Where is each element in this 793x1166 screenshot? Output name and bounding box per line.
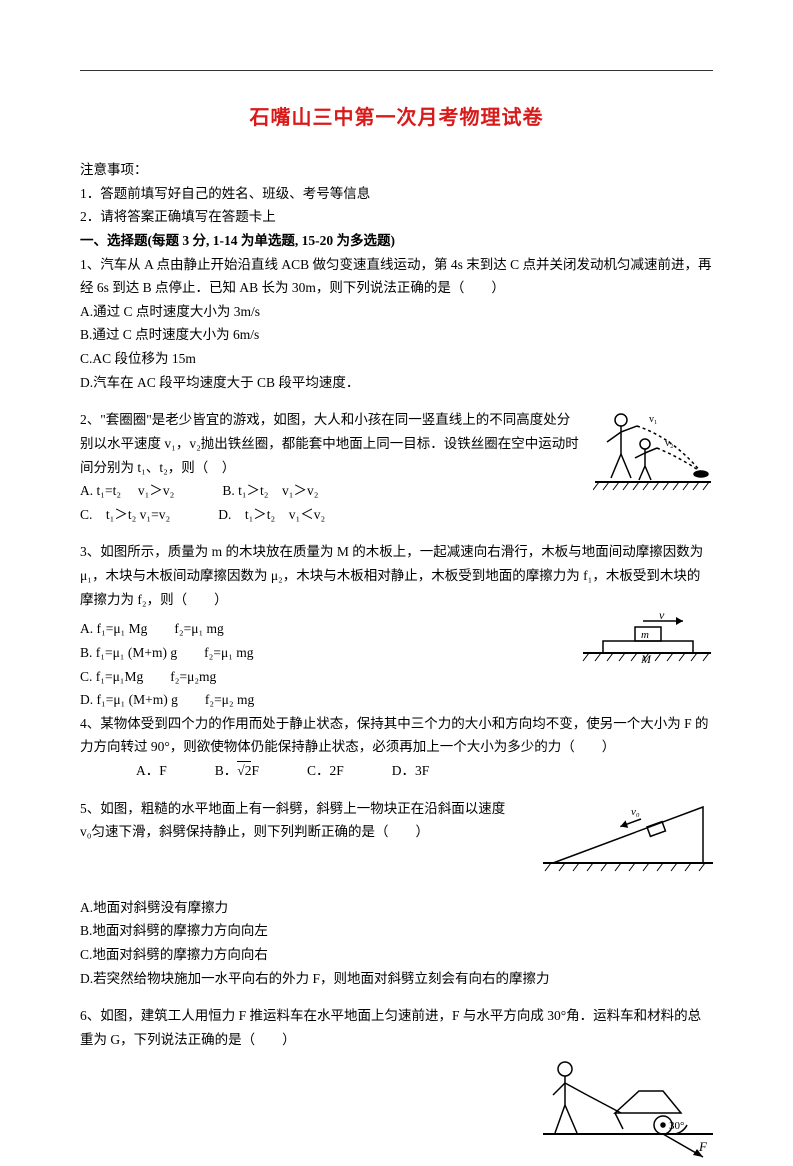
q1-opt-c: C.AC 段位移为 15m — [80, 347, 713, 371]
force-label: F — [698, 1139, 708, 1154]
q4-opt-c: C．2F — [307, 759, 344, 783]
q6-figure-wrap: 30° F — [80, 1051, 713, 1166]
q5-opt-d: D.若突然给物块施加一水平向右的外力 F，则地面对斜劈立刻会有向右的摩擦力 — [80, 967, 713, 991]
angle-label: 30° — [669, 1120, 684, 1132]
svg-text:v₂: v₂ — [665, 438, 674, 449]
q1-opt-b: B.通过 C 点时速度大小为 6m/s — [80, 323, 713, 347]
q5-opt-a: A.地面对斜劈没有摩擦力 — [80, 896, 713, 920]
exam-title: 石嘴山三中第一次月考物理试卷 — [80, 101, 713, 130]
q4-stem: 4、某物体受到四个力的作用而处于静止状态，保持其中三个力的大小和方向均不变，使另… — [80, 712, 713, 759]
q2-opts-row1: A. t₁=t₂ v₁＞v₂ B. t₁＞t₂ v₁＞v₂ — [80, 479, 583, 503]
q1-stem: 1、汽车从 A 点由静止开始沿直线 ACB 做匀变速直线运动，第 4s 末到达 … — [80, 253, 713, 300]
block-on-board-icon: v m M — [563, 613, 713, 668]
q5-opt-b: B.地面对斜劈的摩擦力方向向左 — [80, 919, 713, 943]
q4-opts: A．F B．√2F C．2F D．3F — [80, 759, 713, 783]
q5-figure: v₀ — [543, 797, 713, 882]
q2-opts-row2: C. t₁＞t₂ v₁=v₂ D. t₁＞t₂ v₁＜v₂ — [80, 503, 583, 527]
svg-text:M: M — [640, 652, 652, 666]
q4-opt-b: B．√2F — [215, 759, 259, 783]
notes-line-2: 2．请将答案正确填写在答题卡上 — [80, 205, 713, 229]
svg-text:m: m — [641, 629, 649, 641]
notes-head: 注意事项： — [80, 158, 713, 182]
svg-text:v: v — [659, 613, 665, 622]
top-rule — [80, 70, 713, 71]
wedge-icon: v₀ — [543, 797, 713, 877]
worker-cart-icon: 30° F — [543, 1051, 713, 1161]
q5-opt-c: C.地面对斜劈的摩擦力方向向右 — [80, 943, 713, 967]
q6-stem: 6、如图，建筑工人用恒力 F 推运料车在水平地面上匀速前进，F 与水平方向成 3… — [80, 1004, 713, 1051]
q1-opt-a: A.通过 C 点时速度大小为 3m/s — [80, 300, 713, 324]
q1-opt-d: D.汽车在 AC 段平均速度大于 CB 段平均速度． — [80, 371, 713, 395]
q3-opt-d: D. f₁=μ₁ (M+m) g f₂=μ₂ mg — [80, 688, 713, 712]
ring-toss-icon: v₁ v₂ — [593, 408, 713, 498]
notes-line-1: 1．答题前填写好自己的姓名、班级、考号等信息 — [80, 182, 713, 206]
q4-opt-a: A．F — [136, 759, 167, 783]
q2-opt-b: B. t₁＞t₂ v₁＞v₂ — [222, 479, 318, 503]
q2-opt-d: D. t₁＞t₂ v₁＜v₂ — [218, 503, 325, 527]
q4-opt-d: D．3F — [392, 759, 430, 783]
q3-figure: v m M — [563, 613, 713, 673]
q2-opt-a: A. t₁=t₂ v₁＞v₂ — [80, 479, 174, 503]
exam-page: 石嘴山三中第一次月考物理试卷 注意事项： 1．答题前填写好自己的姓名、班级、考号… — [0, 0, 793, 1122]
svg-text:v₀: v₀ — [631, 806, 640, 818]
q3-stem: 3、如图所示，质量为 m 的木块放在质量为 M 的木板上，一起减速向右滑行，木板… — [80, 540, 713, 611]
svg-text:v₁: v₁ — [649, 414, 658, 425]
q2-opt-c: C. t₁＞t₂ v₁=v₂ — [80, 503, 170, 527]
section-1-head: 一、选择题(每题 3 分, 1-14 为单选题, 15-20 为多选题) — [80, 229, 713, 253]
q2-figure: v₁ v₂ — [593, 408, 713, 503]
